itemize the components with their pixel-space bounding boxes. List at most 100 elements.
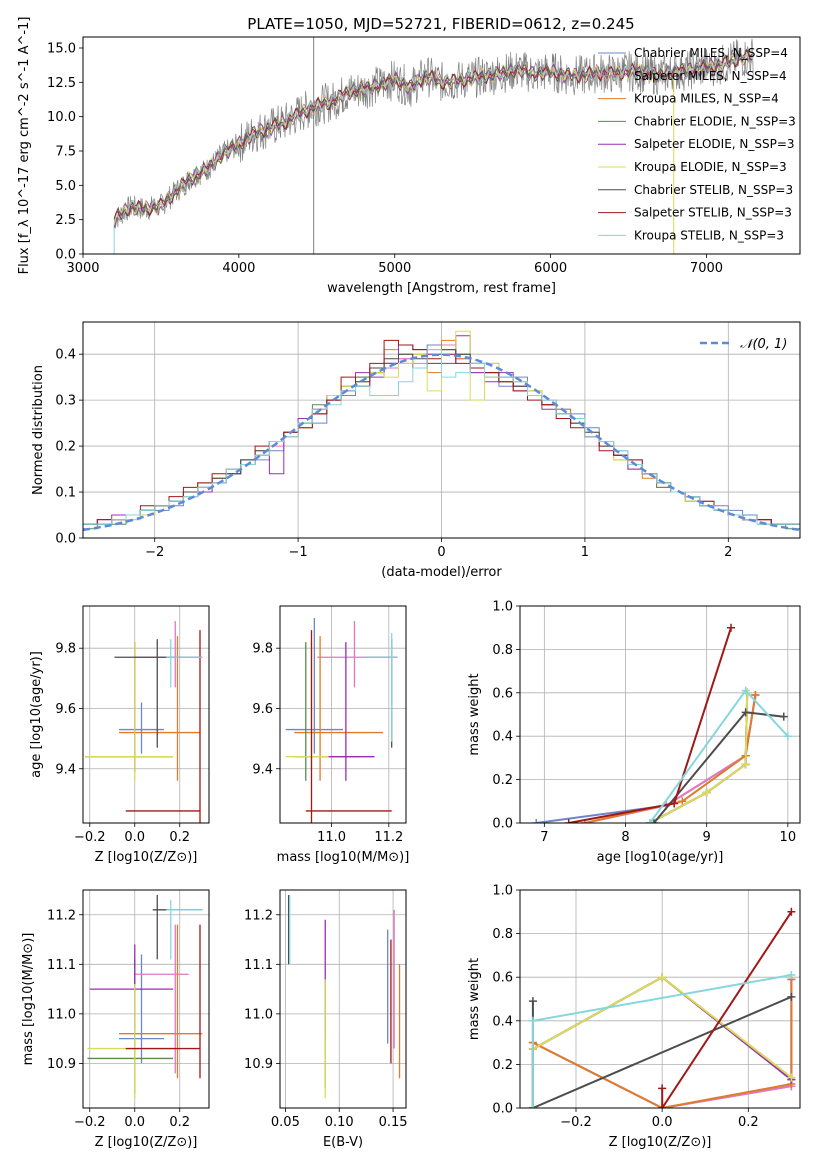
y-tick-label: 0.0: [55, 532, 76, 547]
mass-age-panel: 11.0 11.2 9.4 9.6 9.8 mass [log10(M/M⊙)]: [252, 605, 409, 865]
gaussian-curve: [83, 353, 800, 532]
x-axis-label: (data-model)/error: [381, 565, 502, 580]
legend-label: Chabrier MILES, N_SSP=4: [634, 46, 788, 60]
y-axis-label: Normed distribution: [31, 365, 46, 495]
y-axis-label: mass weight: [467, 673, 482, 755]
x-tick-label: 2: [724, 545, 732, 560]
x-tick-label: 0.0: [124, 1115, 145, 1130]
y-tick-label: 7.5: [55, 144, 76, 159]
y-tick-label: 5.0: [55, 179, 76, 194]
y-tick-label: 0.4: [492, 1014, 513, 1029]
weight-marker: [678, 797, 687, 806]
weight-line: [649, 692, 749, 823]
legend-label: Kroupa MILES, N_SSP=4: [634, 92, 779, 106]
weight-marker: [787, 907, 796, 916]
y-tick-label: 0.2: [492, 773, 513, 788]
y-tick-label: 9.4: [55, 762, 76, 777]
weight-marker: [658, 1104, 667, 1108]
weight-marker: [787, 992, 796, 1001]
x-tick-label: −0.2: [74, 830, 106, 845]
plot-area: [532, 623, 792, 823]
z-weight-panel: −0.2 0.0 0.2 0.0 0.2 0.4 0.6 0.8 1.0 Z [log10(Z/Z…: [467, 884, 801, 1150]
x-tick-label: −0.2: [560, 1115, 592, 1130]
residuals-panel: −2 −1 0 1 2 0.0 0.1 0.2 0.3 0.4 (data-model)/error…: [31, 321, 801, 580]
legend-label: Salpeter ELODIE, N_SSP=3: [634, 137, 795, 151]
legend-label: Chabrier ELODIE, N_SSP=3: [634, 114, 796, 128]
x-axis-label: Z [log10(Z/Z⊙)]: [95, 1135, 198, 1150]
x-tick-label: −0.2: [74, 1115, 106, 1130]
x-axis-label: Z [log10(Z/Z⊙)]: [95, 850, 198, 865]
legend-label: Salpeter MILES, N_SSP=4: [634, 69, 787, 83]
y-tick-label: 9.6: [55, 702, 76, 717]
y-tick-label: 9.6: [252, 702, 273, 717]
y-tick-label: 1.0: [492, 884, 513, 899]
x-tick-label: 0.15: [379, 1115, 408, 1130]
plot-area: [113, 37, 754, 254]
plot-area: [287, 894, 401, 1099]
weight-marker: [779, 712, 788, 721]
weight-marker: [645, 819, 654, 823]
y-tick-label: 2.5: [55, 213, 76, 228]
x-tick-label: −2: [145, 545, 164, 560]
axes-frame: [519, 889, 801, 1109]
weight-marker: [741, 708, 750, 717]
x-axis-label: age [log10(age/yr)]: [597, 850, 724, 865]
x-tick-label: 0.2: [169, 1115, 190, 1130]
y-tick-label: 0.1: [55, 486, 76, 501]
axes-frame: [279, 889, 407, 1109]
y-tick-label: 11.1: [47, 958, 76, 973]
figure-title: PLATE=1050, MJD=52721, FIBERID=0612, z=0…: [247, 15, 634, 33]
y-tick-label: 11.0: [47, 1007, 76, 1022]
weight-line: [532, 979, 793, 1108]
spectrum-panel: 3000 4000 5000 6000 7000 0.0 2.5 5.0 7.5 10.0 12.5…: [17, 17, 801, 296]
legend-label: 𝒩(0, 1): [740, 337, 787, 352]
x-tick-label: 0.0: [124, 830, 145, 845]
weight-marker: [532, 819, 541, 823]
y-tick-label: 11.2: [47, 908, 76, 923]
z-mass-panel: −0.2 0.0 0.2 10.9 11.0 11.1 11.2 Z [log10(Z/Z⊙)…: [21, 889, 210, 1150]
plot-area: [285, 618, 398, 823]
x-tick-label: 8: [621, 830, 629, 845]
y-tick-label: 11.1: [244, 958, 273, 973]
weight-line: [661, 911, 793, 1108]
y-tick-label: 12.5: [47, 76, 76, 91]
x-tick-label: 7000: [690, 261, 723, 276]
legend-label: Kroupa STELIB, N_SSP=3: [634, 228, 784, 242]
y-tick-label: 0.4: [492, 730, 513, 745]
y-tick-label: 0.8: [492, 643, 513, 658]
y-tick-label: 0.8: [492, 927, 513, 942]
x-tick-label: 6000: [534, 261, 567, 276]
age-weight-panel: 7 8 9 10 0.0 0.2 0.4 0.6 0.8 1.0 age [log10(age/yr…: [467, 600, 801, 865]
x-tick-label: 7: [540, 830, 548, 845]
z-age-panel: −0.2 0.0 0.2 9.4 9.6 9.8 Z [log10(Z/Z⊙)] age [l…: [29, 605, 210, 865]
x-tick-label: 5000: [378, 261, 411, 276]
weight-marker: [741, 686, 750, 695]
y-tick-label: 11.0: [244, 1007, 273, 1022]
axes-frame: [279, 605, 407, 824]
weight-marker: [751, 690, 760, 699]
legend-label: Chabrier STELIB, N_SSP=3: [634, 183, 793, 197]
y-tick-label: 1.0: [492, 600, 513, 615]
weight-marker: [727, 623, 736, 632]
axes-frame: [82, 889, 210, 1109]
y-tick-label: 11.2: [244, 908, 273, 923]
y-tick-label: 15.0: [47, 41, 76, 56]
weight-marker: [670, 799, 679, 808]
x-tick-label: 0.2: [169, 830, 190, 845]
x-tick-label: 0.10: [325, 1115, 354, 1130]
x-tick-label: −1: [289, 545, 308, 560]
y-tick-label: 9.8: [55, 642, 76, 657]
x-tick-label: 9: [703, 830, 711, 845]
weight-marker: [658, 1084, 667, 1093]
x-tick-label: 0.05: [271, 1115, 300, 1130]
y-axis-label: mass weight: [467, 958, 482, 1040]
legend-label: Kroupa ELODIE, N_SSP=3: [634, 160, 787, 174]
weight-marker: [783, 732, 792, 741]
weight-marker: [528, 1104, 537, 1108]
x-axis-label: wavelength [Angstrom, rest frame]: [327, 281, 556, 296]
weight-marker: [741, 760, 750, 769]
y-tick-label: 9.4: [252, 762, 273, 777]
model-line: [113, 48, 753, 221]
y-tick-label: 0.4: [55, 348, 76, 363]
